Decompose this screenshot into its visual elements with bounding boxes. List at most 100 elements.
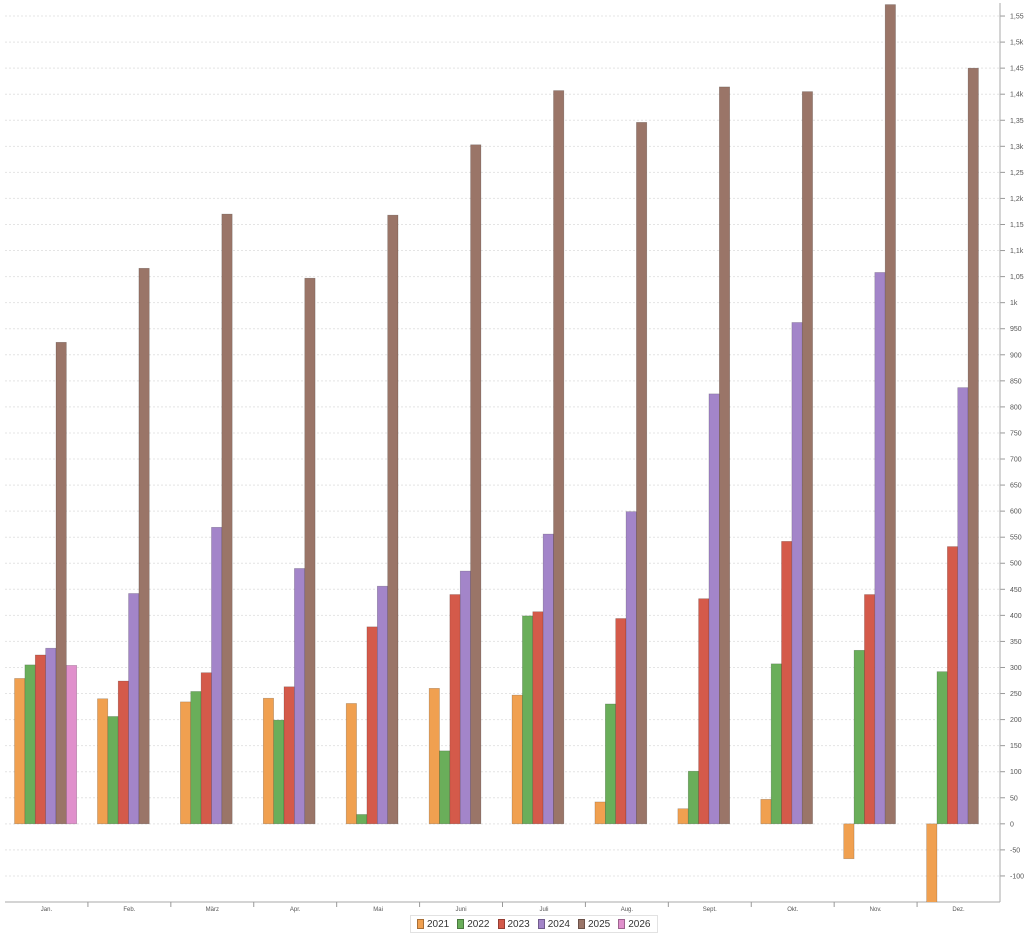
bar-2022-Aug [605,703,616,825]
y-tick-label: 100 [1010,769,1022,776]
bar-2024-Dez [957,387,969,825]
y-tick-label: 550 [1010,535,1022,542]
y-tick-label: 700 [1010,457,1022,464]
y-tick-label: 1,25k [1010,170,1024,177]
legend-item-2022[interactable]: 2022 [457,918,490,930]
x-tick-label: März [206,907,219,913]
bar-2024-Apr [294,568,306,825]
bar-2023-Dez [947,546,959,825]
bar-2025-Feb [138,267,150,825]
bar-2025-Sept [719,86,730,825]
legend-item-2021[interactable]: 2021 [417,919,449,930]
bar-2023-Nov [864,594,876,825]
bar-2025-Nov [884,4,896,825]
bar-2022-Dez [936,671,948,825]
bar-2022-März [190,691,202,825]
y-tick-label: 750 [1010,430,1022,437]
bar-2023-Aug [615,618,627,825]
legend-item-2026[interactable]: 2026 [618,919,651,930]
y-tick-label: 1,05k [1010,274,1024,281]
legend-item-2024[interactable]: 2024 [537,918,570,930]
x-tick-label: Feb. [123,907,135,913]
legend-label: 2024 [547,918,570,930]
bar-2025-Jan [55,341,67,825]
y-tick-label: 450 [1010,587,1022,594]
bar-2023-März [200,672,212,825]
y-tick-label: 1,1k [1010,248,1024,255]
x-tick-label: Juli [539,907,548,913]
bar-2022-Apr [273,719,285,825]
bar-2021-Apr [262,697,274,825]
bar-2022-Jan [24,664,36,825]
bar-2022-Sept [687,770,699,825]
legend-swatch [457,919,465,929]
bar-2022-Juli [522,615,534,825]
y-tick-label: 1,5k [1010,40,1024,47]
bar-2025-Apr [304,277,316,825]
y-tick-label: 1,15k [1010,222,1024,229]
bar-2021-Sept [677,808,689,825]
bar-2024-Mai [376,585,388,825]
bar-2023-Sept [698,598,710,825]
y-tick-label: 50 [1010,795,1018,802]
bar-2023-Okt [781,541,793,825]
y-tick-label: 1,4k [1010,92,1024,99]
legend-label: 2021 [427,918,450,930]
y-tick-label: 850 [1010,378,1022,385]
y-tick-label: 400 [1010,613,1022,620]
y-tick-label: 350 [1010,639,1022,646]
bar-2025-Mai [387,214,399,825]
y-tick-label: 1,35k [1010,118,1024,125]
y-tick-label: 1k [1010,300,1018,307]
bar-2024-Nov [874,272,886,825]
x-tick-label: Juni [456,907,467,913]
bar-2022-Feb [107,716,119,825]
bar-2023-Juni [449,594,461,825]
bar-2025-März [221,213,233,825]
bar-2023-Jan [34,654,46,825]
bar-2024-Juni [459,570,471,825]
x-tick-label: Okt. [787,907,798,913]
x-tick-label: Apr. [290,907,301,913]
bar-2025-Dez [967,67,979,825]
bar-2023-Juli [532,611,544,825]
legend-swatch [537,919,545,929]
bar-2024-Okt [791,322,803,825]
bar-2021-Aug [594,801,606,825]
y-tick-label: 150 [1010,743,1022,750]
bar-2025-Okt [801,91,813,825]
legend-swatch [618,919,626,929]
bar-2022-Nov [853,649,865,825]
bar-2025-Aug [636,122,648,825]
y-tick-label: 900 [1010,352,1022,359]
legend-item-2025[interactable]: 2025 [578,919,610,930]
bar-2024-Feb [128,593,140,825]
y-tick-label: -50 [1010,847,1020,854]
bar-2024-März [211,526,223,825]
bar-2023-Apr [283,686,295,825]
bar-2021-Okt [760,799,772,825]
bar-2021-Juni [428,688,440,825]
bar-2021-Mai [345,703,357,825]
x-tick-label: Jan. [41,907,53,913]
x-tick-label: Sept. [703,907,717,913]
bar-2024-Sept [708,393,720,825]
y-tick-label: 250 [1010,691,1022,698]
bar-2022-Juni [439,750,451,825]
legend-item-2023[interactable]: 2023 [497,919,530,930]
bar-2024-Aug [625,511,637,825]
y-tick-label: 200 [1010,717,1022,724]
y-tick-label: 800 [1010,404,1022,411]
legend-label: 2022 [467,918,490,930]
bar-2021-Jan [14,678,26,825]
bar-2025-Juli [553,90,565,825]
bar-2022-Okt [770,663,782,825]
bar-2024-Jan [45,647,57,825]
legend: 2021 2022 2023 2024 2025 2026 [410,915,658,933]
bar-2021-Dez [926,823,938,902]
y-tick-label: 1,3k [1010,144,1024,151]
bar-2021-Feb [97,698,109,825]
y-tick-label: 1,55k [1010,14,1024,21]
y-tick-label: 650 [1010,483,1022,490]
